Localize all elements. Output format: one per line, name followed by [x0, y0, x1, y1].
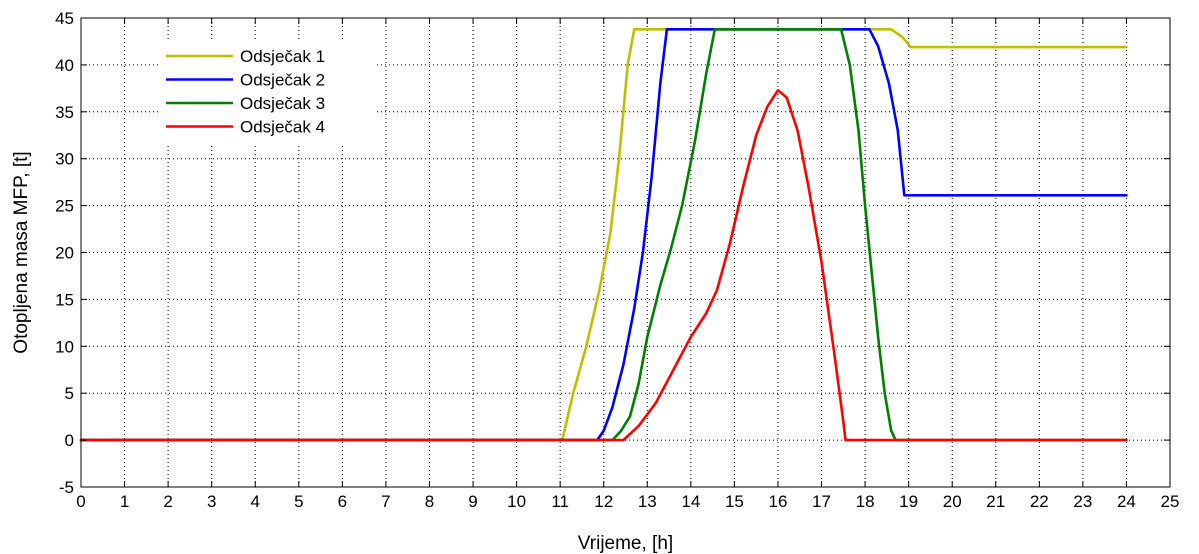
x-tick-label: 7: [381, 492, 390, 511]
x-tick-label: 14: [681, 492, 700, 511]
x-tick-label: 18: [856, 492, 875, 511]
series-line-2: [79, 28, 1128, 442]
x-axis-label: Vrijeme, [h]: [578, 533, 673, 554]
legend: Odsječak 1 Odsječak 2 Odsječak 3 Odsječak 4: [158, 42, 376, 144]
legend-entry: Odsječak 4: [240, 118, 325, 137]
x-tick-label: 17: [812, 492, 831, 511]
legend-entry: Odsječak 2: [240, 71, 325, 90]
x-tick-label: 4: [251, 492, 260, 511]
y-tick-label: 35: [55, 103, 74, 122]
x-tick-label: 0: [76, 492, 85, 511]
y-tick-label: 15: [55, 290, 74, 309]
x-tick-label: 16: [768, 492, 787, 511]
y-tick-label: 10: [55, 337, 74, 356]
series-line-4: [79, 88, 1128, 442]
series-line-3: [79, 28, 1128, 442]
x-tick-label: 21: [986, 492, 1005, 511]
x-tick-label: 15: [725, 492, 744, 511]
x-tick-label: 25: [1161, 492, 1180, 511]
x-tick-label: 23: [1073, 492, 1092, 511]
x-tick-label: 3: [207, 492, 216, 511]
legend-entry: Odsječak 1: [240, 47, 325, 66]
grid: [81, 18, 1170, 487]
x-tick-label: 6: [338, 492, 347, 511]
series-line-1: [79, 28, 1128, 442]
series-layer: [79, 28, 1128, 442]
x-tick-label: 11: [551, 492, 569, 511]
y-tick-label: 45: [55, 9, 74, 28]
ticks: 0 1 2 3 4 5 6 7 8 9 10 11 12 13 14 15 16 17 18 19 20 21 22 23 24…: [55, 9, 1179, 511]
x-tick-label: 10: [507, 492, 526, 511]
y-tick-label: 40: [55, 56, 74, 75]
x-tick-label: 24: [1117, 492, 1136, 511]
x-tick-label: 22: [1030, 492, 1049, 511]
x-tick-label: 5: [294, 492, 303, 511]
x-tick-label: 2: [163, 492, 172, 511]
x-tick-label: 8: [425, 492, 434, 511]
x-tick-label: 9: [468, 492, 477, 511]
y-tick-label: 0: [65, 431, 74, 450]
x-tick-label: 20: [943, 492, 962, 511]
x-tick-label: 12: [594, 492, 613, 511]
x-tick-label: 1: [120, 492, 129, 511]
y-tick-label: 30: [55, 150, 74, 169]
y-axis-label: Otopljena masa MFP, [t]: [11, 151, 32, 353]
legend-entry: Odsječak 3: [240, 94, 325, 113]
y-tick-label: 5: [65, 384, 74, 403]
y-tick-label: -5: [59, 478, 74, 497]
x-tick-label: 19: [899, 492, 918, 511]
y-tick-label: 20: [55, 244, 74, 263]
y-tick-label: 25: [55, 197, 74, 216]
x-tick-label: 13: [638, 492, 657, 511]
